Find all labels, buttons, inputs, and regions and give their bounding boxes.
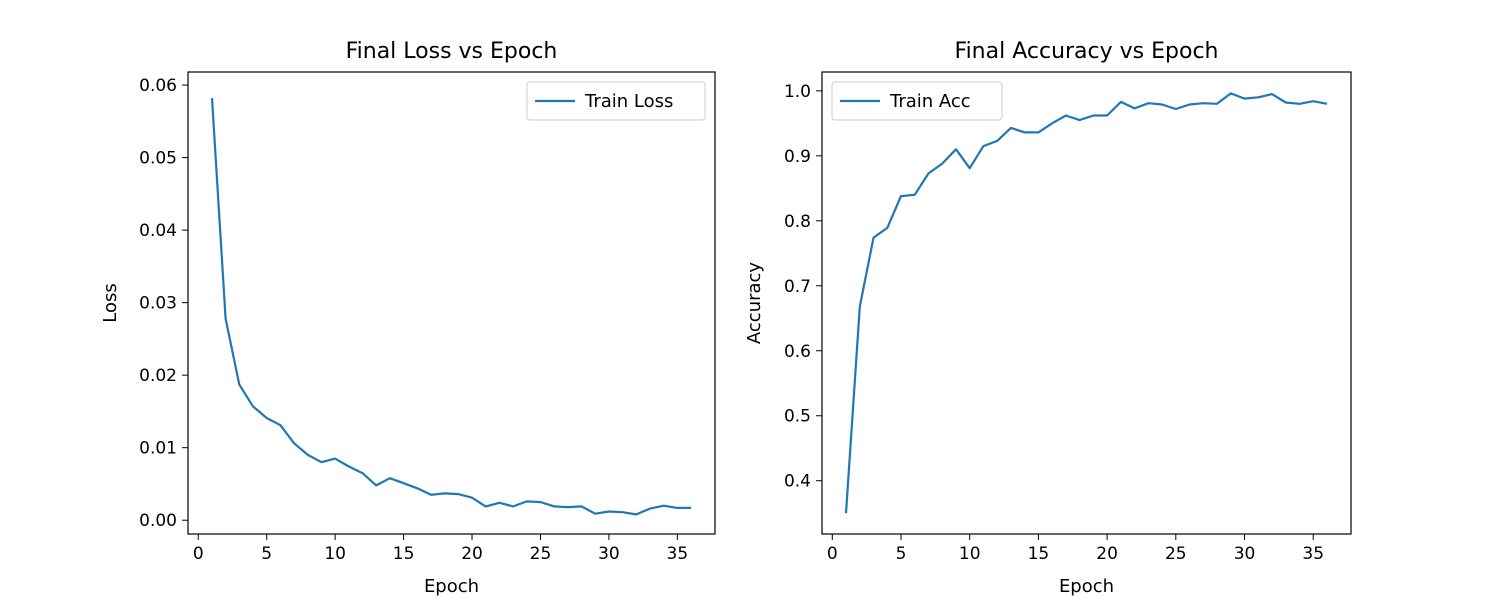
- panel-1-legend-box: [526, 81, 706, 121]
- panel-1-ytick-label: 0.06: [139, 76, 177, 96]
- panel-2-ytick-label: 0.7: [784, 277, 811, 297]
- panel-2-xtick-label: 35: [1302, 544, 1324, 564]
- panel-2-axes-frame: [821, 71, 1352, 535]
- panel-1-xtick-label: 20: [461, 544, 483, 564]
- panel-1: Final Loss vs Epoch 0 5 10 15 20 25 30 35 0.00 0.0…: [100, 39, 716, 597]
- panel-2-ytick-label: 0.6: [784, 342, 811, 362]
- panel-1-xtick-label: 25: [530, 544, 552, 564]
- panel-2-ytick-label: 0.5: [784, 407, 811, 427]
- panel-2-xtick-label: 15: [1028, 544, 1050, 564]
- panel-1-xtick-label: 10: [324, 544, 346, 564]
- panel-1-ytick-label: 0.05: [139, 149, 177, 169]
- panel-1-ytick-label: 0.04: [139, 221, 177, 241]
- panel-2-legend: Train Acc: [831, 81, 1003, 121]
- panel-1-xlabel: Epoch: [424, 576, 479, 597]
- panel-1-series-line: [210, 98, 691, 516]
- panel-1-ytick-label: 0.03: [139, 294, 177, 314]
- panel-2-ylabel: Accuracy: [744, 262, 765, 345]
- panels: Final Loss vs Epoch 0 5 10 15 20 25 30 35 0.00 0.0…: [100, 39, 1352, 597]
- panel-2-xtick-label: 10: [959, 544, 981, 564]
- panel-1-ytick-label: 0.01: [139, 439, 177, 459]
- panel-1-ytick-label: 0.02: [139, 366, 177, 386]
- panel-2-legend-box: [831, 81, 1003, 121]
- panel-1-xtick-label: 35: [667, 544, 689, 564]
- panel-1-legend-label: Train Loss: [584, 91, 673, 112]
- panel-2-xtick-label: 5: [896, 544, 907, 564]
- panel-1-ylabel: Loss: [100, 283, 121, 322]
- panel-1-xtick-label: 30: [598, 544, 620, 564]
- panel-2-title: Final Accuracy vs Epoch: [955, 39, 1219, 64]
- panel-2-xtick-label: 25: [1165, 544, 1187, 564]
- panel-2: Final Accuracy vs Epoch 0 5 10 15 20 25 30 35 0.4…: [744, 39, 1352, 597]
- panel-2-ytick-label: 0.4: [784, 472, 811, 492]
- panel-2-xlabel: Epoch: [1059, 576, 1114, 597]
- panel-2-xtick-label: 30: [1234, 544, 1256, 564]
- panel-2-ytick-label: 1.0: [784, 82, 811, 102]
- panel-2-series-line: [844, 92, 1328, 514]
- panel-1-xtick-label: 15: [393, 544, 415, 564]
- panel-1-xtick-label: 0: [193, 544, 204, 564]
- panel-2-xtick-label: 20: [1096, 544, 1118, 564]
- panel-1-legend: Train Loss: [526, 81, 706, 121]
- panel-1-title: Final Loss vs Epoch: [346, 39, 558, 64]
- panel-2-ytick-label: 0.9: [784, 147, 811, 167]
- panel-2-xtick-label: 0: [827, 544, 838, 564]
- panel-2-legend-label: Train Acc: [889, 91, 971, 112]
- panel-1-xtick-label: 5: [261, 544, 272, 564]
- panel-1-ytick-label: 0.00: [139, 511, 177, 531]
- panel-2-ytick-label: 0.8: [784, 212, 811, 232]
